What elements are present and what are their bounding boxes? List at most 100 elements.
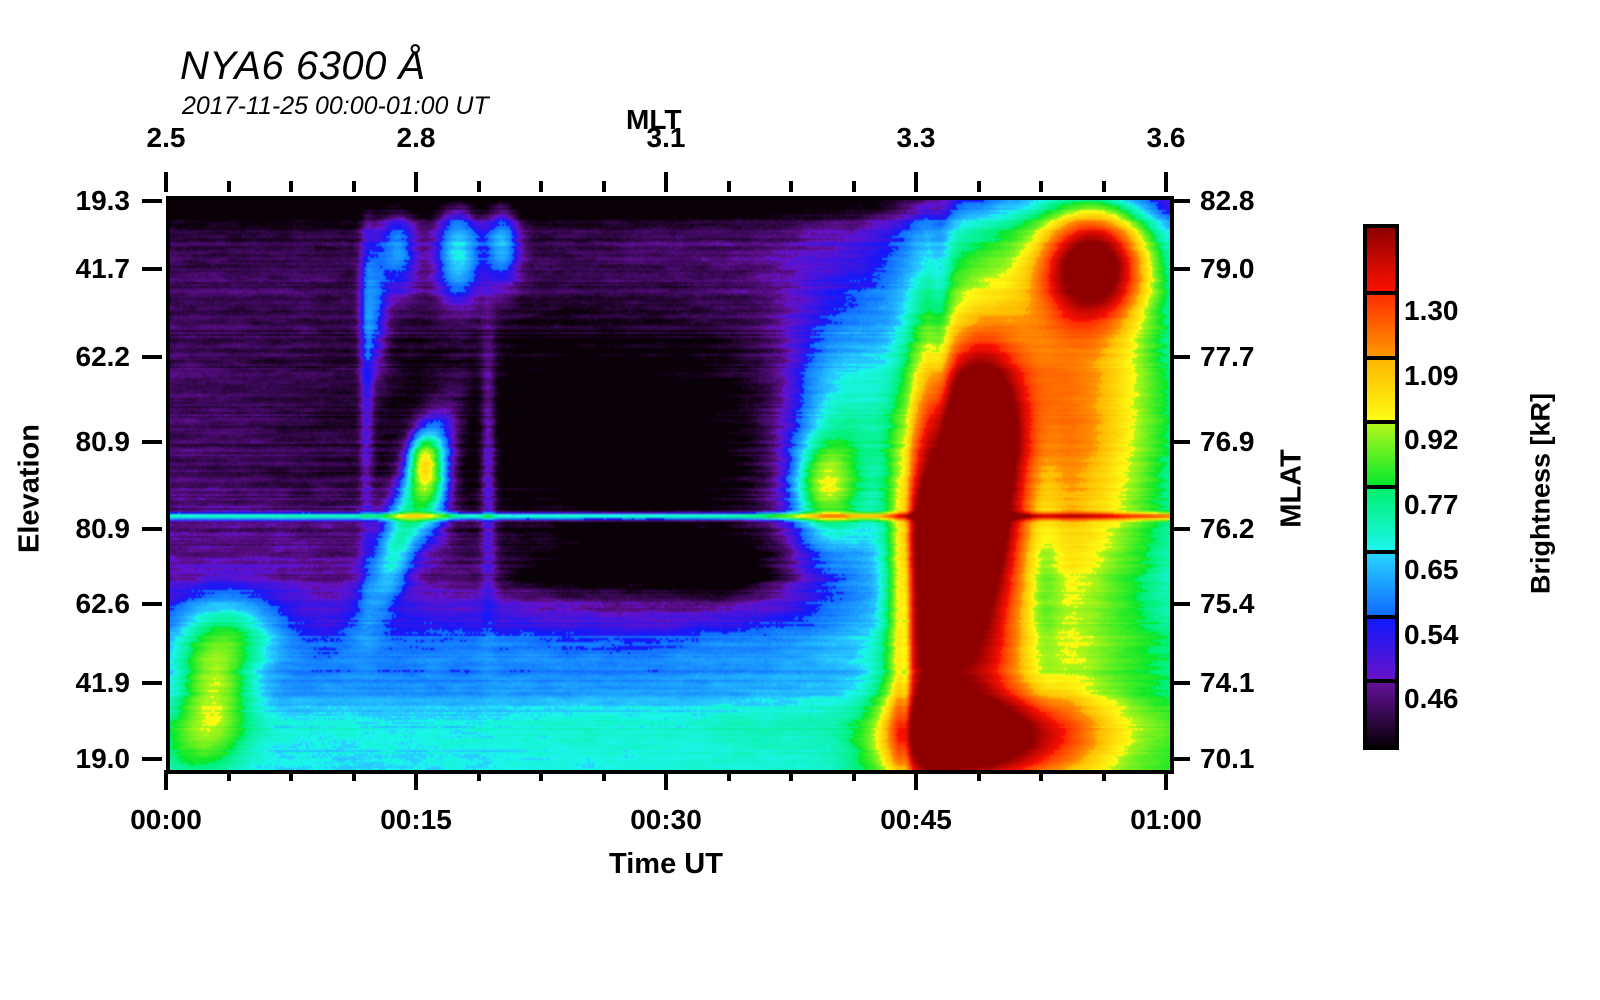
tick-top-minor — [539, 181, 543, 192]
tick-bottom-minor — [289, 770, 293, 781]
tick-label-mlt: 2.5 — [146, 122, 186, 153]
colorbar-band — [1367, 422, 1395, 487]
colorbar-tick-label: 0.65 — [1404, 553, 1459, 585]
tick-bottom-minor — [476, 770, 481, 781]
tick-label-time: 00:00 — [130, 804, 202, 835]
colorbar-divider — [1367, 614, 1395, 619]
colorbar-divider — [1367, 549, 1395, 554]
tick-left-major — [142, 440, 162, 445]
tick-label-time: 00:45 — [880, 804, 952, 835]
tick-label-elevation: 19.0 — [75, 743, 131, 775]
tick-label-elevation: 19.3 — [75, 184, 131, 216]
tick-label-elevation: 41.9 — [75, 667, 131, 699]
tick-label-time: 00:30 — [630, 804, 702, 835]
colorbar-band — [1367, 228, 1395, 293]
tick-top-minor — [1101, 181, 1106, 192]
tick-label-mlt: 3.3 — [896, 122, 936, 153]
tick-label-mlat: 77.7 — [1200, 340, 1255, 372]
tick-top-minor — [289, 181, 293, 192]
colorbar-axis-title: Brightness [kR] — [1525, 392, 1556, 595]
tick-label-time: 00:15 — [380, 804, 452, 835]
tick-label-time: 01:00 — [1130, 804, 1202, 835]
tick-left-major — [142, 757, 162, 762]
tick-top-minor — [726, 181, 731, 192]
colorbar-band — [1367, 292, 1395, 358]
tick-left-major — [142, 198, 162, 203]
colorbar-band — [1367, 487, 1395, 552]
colorbar-divider — [1367, 290, 1395, 295]
tick-top-major — [664, 172, 668, 192]
tick-bottom-minor — [539, 770, 543, 781]
tick-top-minor — [789, 181, 793, 192]
tick-label-elevation: 41.7 — [75, 252, 131, 284]
tick-right-major — [1170, 198, 1190, 203]
tick-top-major — [914, 172, 918, 192]
tick-right-major — [1170, 681, 1190, 686]
colorbar-tick-label: 0.92 — [1404, 424, 1459, 456]
tick-top-major — [414, 172, 418, 192]
colorbar-band — [1367, 357, 1395, 423]
colorbar — [1363, 224, 1399, 750]
left-axis-title: Elevation — [13, 424, 46, 553]
tick-label-mlt: 3.1 — [646, 122, 686, 153]
tick-right-major — [1170, 527, 1190, 532]
tick-right-major — [1170, 354, 1190, 359]
colorbar-divider — [1367, 485, 1395, 489]
tick-bottom-major — [1164, 770, 1168, 790]
tick-bottom-minor — [601, 770, 606, 781]
tick-bottom-minor — [226, 770, 231, 781]
tick-label-mlat: 76.9 — [1200, 426, 1255, 458]
tick-label-mlat: 79.0 — [1200, 252, 1255, 284]
colorbar-tick-label: 1.30 — [1404, 294, 1459, 326]
tick-left-major — [142, 527, 162, 532]
colorbar-tick-label: 0.54 — [1404, 618, 1459, 650]
tick-bottom-minor — [851, 770, 856, 781]
colorbar-divider — [1367, 355, 1395, 360]
tick-top-minor — [1039, 181, 1043, 192]
tick-left-major — [142, 601, 162, 606]
tick-left-major — [142, 266, 162, 271]
tick-label-elevation: 62.6 — [75, 587, 131, 619]
tick-bottom-minor — [789, 770, 793, 781]
tick-bottom-minor — [1039, 770, 1043, 781]
tick-bottom-minor — [351, 770, 356, 781]
tick-bottom-minor — [976, 770, 981, 781]
tick-top-minor — [976, 181, 981, 192]
tick-top-major — [1164, 172, 1168, 192]
tick-left-major — [142, 681, 162, 686]
colorbar-tick-label: 1.09 — [1404, 359, 1459, 391]
tick-right-major — [1170, 266, 1190, 271]
tick-label-mlt: 2.8 — [396, 122, 436, 153]
tick-top-major — [164, 172, 168, 192]
tick-top-minor — [226, 181, 231, 192]
tick-label-mlat: 82.8 — [1200, 184, 1255, 216]
colorbar-tick-label: 0.77 — [1404, 489, 1459, 520]
tick-bottom-major — [664, 770, 668, 790]
tick-bottom-major — [414, 770, 418, 790]
page-subtitle: 2017-11-25 00:00-01:00 UT — [182, 92, 489, 120]
tick-bottom-major — [914, 770, 918, 790]
tick-label-mlat: 75.4 — [1200, 587, 1255, 619]
tick-label-elevation: 80.9 — [75, 426, 131, 458]
bottom-axis-title: Time UT — [609, 848, 723, 880]
tick-label-mlat: 74.1 — [1200, 667, 1255, 699]
right-axis-title: MLAT — [1275, 449, 1308, 528]
tick-bottom-minor — [1101, 770, 1106, 781]
colorbar-band — [1367, 551, 1395, 617]
tick-label-elevation: 80.9 — [75, 513, 131, 545]
colorbar-divider — [1367, 679, 1395, 684]
tick-right-major — [1170, 440, 1190, 445]
tick-top-minor — [351, 181, 356, 192]
tick-label-elevation: 62.2 — [75, 340, 131, 372]
colorbar-divider — [1367, 420, 1395, 425]
tick-top-minor — [851, 181, 856, 192]
colorbar-band — [1367, 616, 1395, 682]
tick-top-minor — [601, 181, 606, 192]
colorbar-band — [1367, 681, 1395, 746]
tick-top-minor — [476, 181, 481, 192]
tick-bottom-minor — [726, 770, 731, 781]
tick-label-mlat: 70.1 — [1200, 743, 1255, 775]
page-title: NYA6 6300 Å — [180, 44, 426, 88]
keogram-heatmap — [170, 200, 1170, 770]
tick-left-major — [142, 354, 162, 359]
